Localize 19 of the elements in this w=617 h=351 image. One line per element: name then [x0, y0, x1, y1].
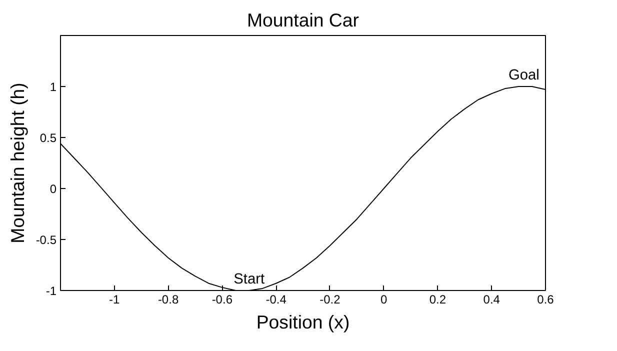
y-tick-label: -0.5	[36, 233, 57, 247]
y-axis-title: Mountain height (h)	[6, 82, 28, 244]
y-tick-label: 1	[50, 80, 57, 94]
x-axis-title: Position (x)	[256, 312, 350, 332]
x-tick-label: -0.2	[320, 292, 341, 306]
x-tick-label: 0.6	[537, 292, 554, 306]
y-tick-label: 0	[50, 182, 57, 196]
x-tick-label: 0.4	[483, 292, 500, 306]
x-tick-label: -1	[109, 292, 120, 306]
x-tick-label: -0.4	[266, 292, 287, 306]
x-tick-label: 0.2	[429, 292, 446, 306]
chart-title: Mountain Car	[247, 10, 360, 30]
x-tick-label: -0.8	[158, 292, 179, 306]
y-tick-label: 0.5	[40, 131, 57, 145]
annotation: Goal	[508, 68, 540, 84]
annotation: Start	[234, 272, 265, 288]
x-tick-label: -0.6	[212, 292, 233, 306]
y-tick-label: -1	[46, 284, 57, 298]
x-tick-label: 0	[380, 292, 388, 306]
